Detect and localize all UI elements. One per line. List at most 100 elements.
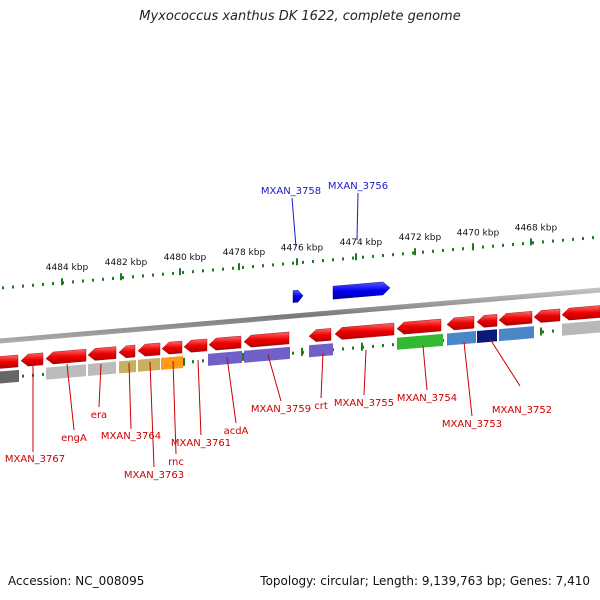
cog-category-bar xyxy=(0,369,19,384)
scale-dot xyxy=(542,240,544,244)
accession-label: Accession: xyxy=(8,574,72,588)
length-label: Length: xyxy=(372,574,419,588)
gene-label-leader xyxy=(363,349,367,396)
inner-scale-tick xyxy=(183,357,185,366)
cog-category-bar xyxy=(447,331,476,346)
reverse-gene-label: era xyxy=(91,410,107,421)
gene-label-leader xyxy=(489,338,521,387)
inner-scale-dot xyxy=(202,359,204,363)
reverse-gene-arrow xyxy=(183,338,208,353)
scale-tick-label: 4482 kbp xyxy=(105,258,148,268)
scale-dot xyxy=(112,276,114,280)
scale-dot xyxy=(22,284,24,288)
reverse-gene-label: MXAN_3752 xyxy=(492,405,552,416)
scale-dot xyxy=(292,261,294,265)
scale-dot xyxy=(422,250,424,254)
reverse-gene-arrow xyxy=(476,314,498,328)
forward-gene-label: MXAN_3758 xyxy=(261,186,321,197)
inner-scale-tick xyxy=(540,327,542,336)
inner-scale-dot xyxy=(392,343,394,347)
cog-category-bar xyxy=(46,364,86,380)
gene-label-leader xyxy=(172,360,177,455)
scale-dot xyxy=(312,259,314,263)
scale-dot xyxy=(282,262,284,266)
reverse-gene-arrow xyxy=(45,348,87,365)
reverse-gene-arrow xyxy=(334,322,395,340)
inner-scale-dot xyxy=(542,330,544,334)
reverse-gene-label: MXAN_3767 xyxy=(5,454,65,465)
reverse-gene-arrow xyxy=(396,318,442,335)
scale-dot xyxy=(142,274,144,278)
scale-dot xyxy=(372,254,374,258)
scale-dot xyxy=(52,282,54,286)
scale-dot xyxy=(492,244,494,248)
reverse-gene-arrow xyxy=(561,305,600,321)
cog-category-bar xyxy=(208,350,242,366)
scale-tick-label: 4472 kbp xyxy=(399,233,442,243)
scale-dot xyxy=(402,252,404,256)
scale-dot xyxy=(242,265,244,269)
cog-category-bar xyxy=(244,346,290,363)
scale-dot xyxy=(342,257,344,261)
scale-dot xyxy=(262,264,264,268)
scale-dot xyxy=(522,242,524,246)
forward-gene-label: MXAN_3756 xyxy=(328,181,388,192)
reverse-gene-arrow xyxy=(161,340,183,355)
cog-category-bar xyxy=(477,329,497,343)
topology-value: circular xyxy=(320,574,365,588)
scale-tick xyxy=(238,263,240,271)
forward-gene-arrow xyxy=(292,289,304,303)
reverse-gene-arrow xyxy=(0,354,19,369)
reverse-gene-arrow xyxy=(533,308,561,323)
reverse-gene-label: MXAN_3759 xyxy=(251,404,311,415)
reverse-gene-arrow xyxy=(20,352,44,367)
gene-label-leader xyxy=(356,192,359,241)
reverse-gene-arrow xyxy=(498,311,533,326)
scale-tick-label: 4476 kbp xyxy=(281,243,324,253)
scale-tick xyxy=(61,278,63,286)
reverse-gene-label: MXAN_3764 xyxy=(101,431,161,442)
reverse-gene-label: engA xyxy=(61,433,87,444)
scale-dot xyxy=(232,266,234,270)
scale-tick-label: 4470 kbp xyxy=(457,228,500,238)
scale-tick-label: 4480 kbp xyxy=(164,253,207,263)
scale-dot xyxy=(352,256,354,260)
gene-label-leader xyxy=(226,356,237,424)
scale-dot xyxy=(462,247,464,251)
scale-dot xyxy=(32,283,34,287)
reverse-gene-arrow xyxy=(446,315,475,331)
inner-scale-dot xyxy=(382,344,384,348)
scale-dot xyxy=(552,239,554,243)
cog-category-bar xyxy=(88,361,116,377)
scale-dot xyxy=(532,241,534,245)
topology-footer: Topology: circular; Length: 9,139,763 bp… xyxy=(260,574,590,588)
reverse-gene-label: MXAN_3753 xyxy=(442,419,502,430)
scale-tick xyxy=(530,238,532,246)
scale-tick xyxy=(414,248,416,256)
gene-label-leader xyxy=(320,352,324,399)
scale-dot xyxy=(512,242,514,246)
forward-gene-arrow xyxy=(332,281,391,300)
scale-tick xyxy=(355,253,357,261)
inner-scale-tick xyxy=(361,342,363,351)
scale-dot xyxy=(592,236,594,240)
scale-dot xyxy=(222,267,224,271)
reverse-gene-arrow xyxy=(308,328,332,342)
scale-dot xyxy=(332,258,334,262)
reverse-gene-label: MXAN_3763 xyxy=(124,470,184,481)
scale-dot xyxy=(482,245,484,249)
gene-label-leader xyxy=(128,362,132,430)
inner-scale-dot xyxy=(42,372,44,376)
scale-dot xyxy=(202,269,204,273)
scale-dot xyxy=(92,278,94,282)
cog-category-bar xyxy=(499,326,534,342)
length-value: 9,139,763 bp xyxy=(421,574,502,588)
scale-dot xyxy=(412,251,414,255)
reverse-gene-label: crt xyxy=(314,401,328,412)
scale-dot xyxy=(452,248,454,252)
reverse-gene-label: rnc xyxy=(168,457,184,468)
scale-tick xyxy=(472,243,474,251)
scale-dot xyxy=(152,273,154,277)
gene-label-leader xyxy=(149,361,155,468)
